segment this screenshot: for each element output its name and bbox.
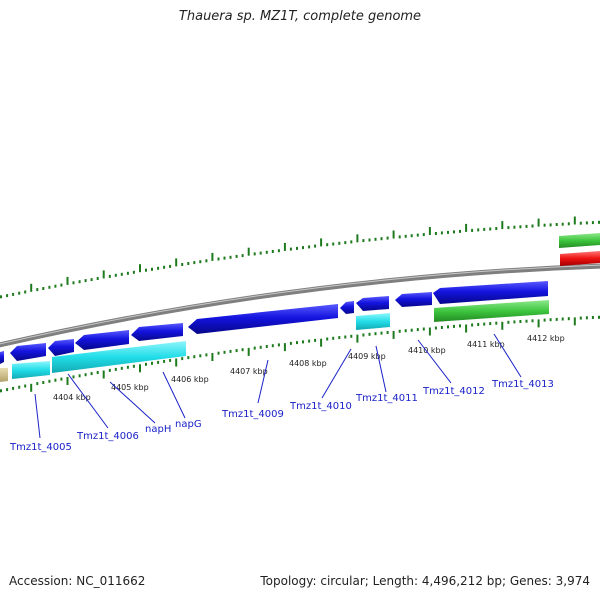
cds-feature-track bbox=[0, 300, 549, 382]
accession-text: Accession: NC_011662 bbox=[9, 574, 146, 588]
gene-arrow[interactable] bbox=[188, 304, 338, 334]
topology-text: Topology: circular; Length: 4,496,212 bp… bbox=[260, 574, 590, 588]
kbp-label: 4407 kbp bbox=[230, 367, 268, 376]
kbp-label: 4410 kbp bbox=[408, 346, 446, 355]
gene-arrow-track bbox=[0, 281, 548, 364]
rna-feature-green[interactable] bbox=[559, 233, 600, 248]
kbp-label: 4408 kbp bbox=[289, 359, 327, 368]
gene-label-tmz1t-4011[interactable]: Tmz1t_4011 bbox=[355, 393, 418, 404]
gene-arrow[interactable] bbox=[395, 292, 432, 307]
genome-title: Thauera sp. MZ1T, complete genome bbox=[178, 9, 422, 24]
gene-arrow[interactable] bbox=[131, 323, 183, 341]
upper-tick-ring bbox=[0, 216, 600, 299]
kbp-label: 4405 kbp bbox=[111, 383, 149, 392]
gene-label-tmz1t-4006[interactable]: Tmz1t_4006 bbox=[76, 431, 139, 442]
rna-feature-green[interactable] bbox=[434, 300, 549, 322]
kbp-label: 4409 kbp bbox=[348, 352, 386, 361]
kbp-label: 4406 kbp bbox=[171, 375, 209, 384]
kbp-scale: 4404 kbp 4405 kbp 4406 kbp 4407 kbp 4408… bbox=[53, 334, 565, 402]
cds-feature[interactable] bbox=[12, 361, 50, 379]
rna-feature-red[interactable] bbox=[560, 251, 600, 266]
gene-arrow[interactable] bbox=[10, 343, 46, 361]
gene-arrow[interactable] bbox=[75, 330, 129, 350]
gene-label-naph[interactable]: napH bbox=[145, 424, 171, 435]
gene-label-napg[interactable]: napG bbox=[175, 419, 202, 430]
gene-arrow[interactable] bbox=[0, 351, 4, 364]
gene-label-leaders bbox=[34, 333, 522, 439]
kbp-label: 4411 kbp bbox=[467, 340, 505, 349]
genome-backbone-highlight bbox=[0, 264, 600, 345]
lower-tick-ring bbox=[0, 315, 600, 393]
tan-feature[interactable] bbox=[0, 368, 8, 382]
right-edge-features bbox=[559, 233, 600, 266]
gene-label-tmz1t-4013[interactable]: Tmz1t_4013 bbox=[491, 379, 554, 390]
gene-label-tmz1t-4009[interactable]: Tmz1t_4009 bbox=[221, 409, 284, 420]
gene-label-tmz1t-4012[interactable]: Tmz1t_4012 bbox=[422, 386, 485, 397]
gene-arrow[interactable] bbox=[433, 281, 548, 304]
gene-labels: Tmz1t_4005 Tmz1t_4006 napH napG Tmz1t_40… bbox=[9, 379, 554, 453]
genome-backbone bbox=[0, 263, 600, 348]
gene-arrow[interactable] bbox=[340, 301, 354, 314]
kbp-label: 4404 kbp bbox=[53, 393, 91, 402]
gene-label-tmz1t-4010[interactable]: Tmz1t_4010 bbox=[289, 401, 352, 412]
gene-label-tmz1t-4005[interactable]: Tmz1t_4005 bbox=[9, 442, 72, 453]
gene-arrow[interactable] bbox=[48, 339, 74, 356]
cds-feature[interactable] bbox=[356, 313, 390, 330]
kbp-label: 4412 kbp bbox=[527, 334, 565, 343]
gene-arrow[interactable] bbox=[356, 296, 389, 311]
cds-feature[interactable] bbox=[52, 341, 186, 373]
